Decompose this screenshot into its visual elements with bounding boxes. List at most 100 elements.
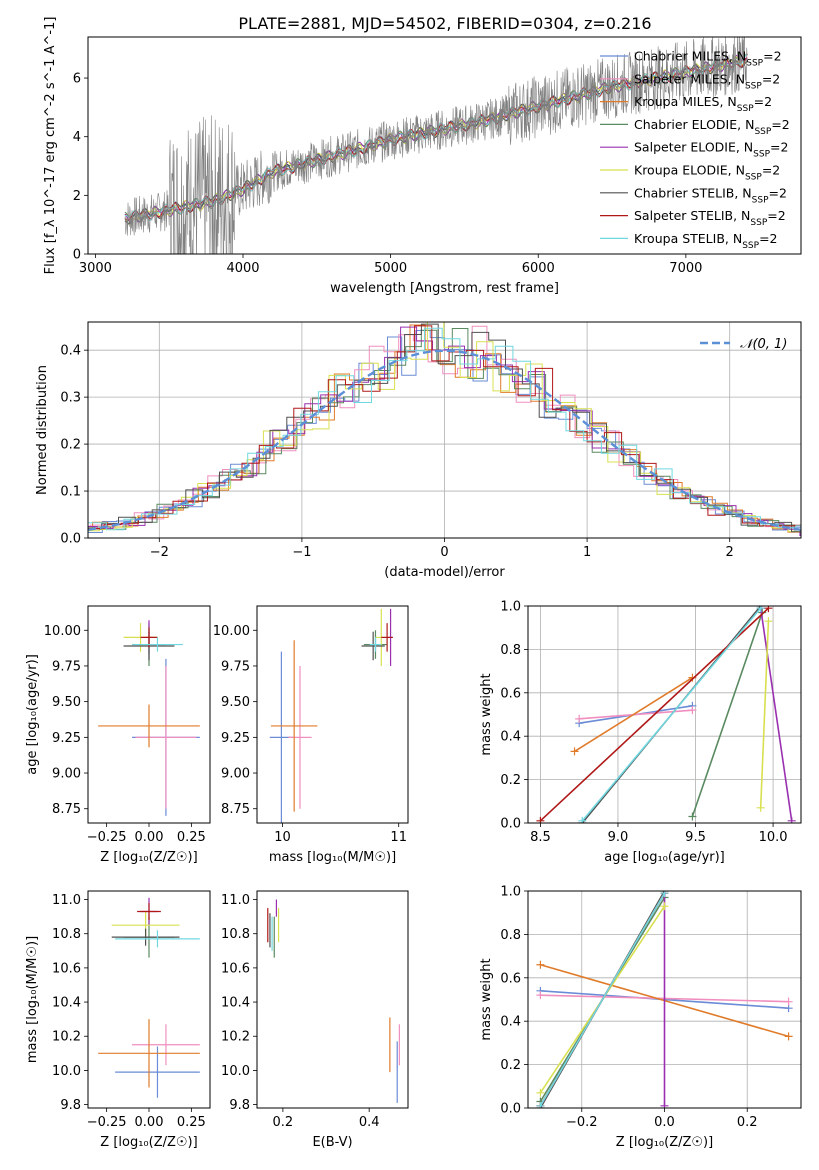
x-axis-label: Z [log₁₀(Z/Z☉)]: [100, 1135, 197, 1150]
y-tick-label: 10.0: [221, 1064, 250, 1079]
x-tick-label: 0.2: [273, 1115, 294, 1130]
y-tick-label: 0: [73, 248, 81, 263]
axes-frame: [87, 605, 211, 824]
x-tick-label: 1: [583, 545, 591, 560]
panel-z-mass-weight: −0.2 0.0 0.2 0.0 0.2 0.4 0.6 0.8 1.0 Z [log₁₀(Z/Z…: [479, 885, 802, 1150]
point-marker: [756, 606, 765, 613]
y-tick-label: 9.8: [60, 1098, 81, 1113]
point-marker: [764, 606, 773, 613]
x-tick-label: 3000: [79, 261, 112, 276]
mass-weight-line: [579, 709, 693, 720]
figure-title: PLATE=2881, MJD=54502, FIBERID=0304, z=0…: [238, 14, 651, 33]
x-tick-label: −2: [150, 545, 169, 560]
mass-weight-line: [581, 607, 762, 822]
axes-frame: [87, 321, 802, 539]
y-tick-label: 9.75: [221, 659, 250, 674]
panel-mass-vs-ebv: 0.2 0.4 9.8 10.0 10.2 10.4 10.6 10.8 11.0 E(B-V): [221, 890, 409, 1150]
y-tick-label: 10.00: [213, 624, 250, 639]
mass-weight-line: [574, 676, 693, 753]
y-tick-label: 10.6: [52, 961, 81, 976]
x-axis-label: age [log₁₀(age/yr)]: [604, 850, 725, 865]
y-tick-label: 0.3: [60, 391, 81, 406]
point-marker: [575, 714, 584, 723]
y-tick-label: 9.25: [52, 731, 81, 746]
y-axis-label: age [log₁₀(age/yr)]: [25, 654, 40, 775]
y-tick-label: 1.0: [500, 885, 521, 900]
plot-area-mass-vs-z: [98, 897, 200, 1098]
x-tick-label: 9.5: [685, 830, 706, 845]
y-axis-label: mass [log₁₀(M/M☉)]: [25, 936, 40, 1063]
y-tick-label: 10.8: [221, 927, 250, 942]
y-tick-label: 10.00: [44, 624, 81, 639]
x-tick-label: 0.2: [737, 1115, 758, 1130]
axes-frame: [256, 890, 409, 1109]
y-axis-label: Normed distribution: [35, 365, 50, 495]
panel-residuals: −2 −1 0 1 2 0.0 0.1 0.2 0.3 0.4 (data-model)/error…: [35, 321, 802, 580]
data-spectrum-line: [124, 37, 748, 254]
axes-frame: [87, 890, 211, 1109]
x-axis-label: wavelength [Angstrom, rest frame]: [330, 281, 559, 296]
y-tick-label: 9.8: [229, 1098, 250, 1113]
x-axis-label: (data-model)/error: [384, 565, 505, 580]
point-marker: [688, 812, 697, 821]
x-tick-label: −1: [292, 545, 311, 560]
x-tick-label: 0.25: [177, 830, 206, 845]
legend-entry: Salpeter STELIB, NSSP=2: [634, 208, 786, 228]
y-tick-label: 8.75: [52, 802, 81, 817]
x-tick-label: 4000: [226, 261, 259, 276]
histogram-step: [88, 323, 801, 533]
plot-area-residuals: [88, 322, 801, 538]
y-tick-label: 0.4: [500, 730, 521, 745]
mass-weight-line: [759, 608, 793, 821]
y-axis-label: Flux [f_λ 10^-17 erg cm^-2 s^-1 A^-1]: [43, 17, 58, 275]
y-tick-label: 0.8: [500, 928, 521, 943]
y-tick-label: 11.0: [52, 893, 81, 908]
y-tick-label: 9.75: [52, 659, 81, 674]
normal-curve: [88, 349, 801, 531]
point-marker: [536, 960, 545, 969]
y-tick-label: 0.0: [500, 817, 521, 832]
point-marker: [787, 816, 796, 823]
legend-entry: Salpeter MILES, NSSP=2: [634, 71, 780, 91]
y-tick-label: 11.0: [221, 893, 250, 908]
y-tick-label: 0.4: [60, 344, 81, 359]
y-tick-label: 0.6: [500, 686, 521, 701]
y-tick-label: 10.4: [52, 996, 81, 1011]
y-axis-label: mass weight: [479, 673, 494, 755]
y-tick-label: 2: [73, 189, 81, 204]
x-tick-label: 0.0: [654, 1115, 675, 1130]
plot-area-spectrum: [124, 37, 748, 254]
x-tick-label: 0.25: [177, 1115, 206, 1130]
x-tick-label: 0.00: [135, 830, 164, 845]
panel-age-vs-mass: 10 11 8.75 9.00 9.25 9.50 9.75 10.00 mass [log₁₀…: [213, 605, 409, 865]
x-tick-label: 8.5: [530, 830, 551, 845]
y-axis-label: mass weight: [479, 958, 494, 1040]
point-marker: [578, 816, 587, 823]
x-axis-label: Z [log₁₀(Z/Z☉)]: [100, 850, 197, 865]
axes-frame: [256, 605, 409, 824]
x-tick-label: 10.0: [759, 830, 788, 845]
x-tick-label: −0.25: [87, 1115, 127, 1130]
x-tick-label: 9.0: [608, 830, 629, 845]
x-tick-label: 0: [440, 545, 448, 560]
point-marker: [660, 902, 669, 911]
y-tick-label: 1.0: [500, 600, 521, 615]
point-marker: [784, 997, 793, 1006]
axes-frame: [87, 36, 802, 255]
panel-spectrum: 3000 4000 5000 6000 7000 0 2 4 6 wavelength [Angs…: [43, 17, 802, 296]
point-marker: [688, 706, 697, 715]
legend-entry: Kroupa STELIB, NSSP=2: [634, 231, 778, 251]
y-tick-label: 10.0: [52, 1064, 81, 1079]
panel-age-mass-weight: 8.5 9.0 9.5 10.0 0.0 0.2 0.4 0.6 0.8 1.0 age [log₁…: [479, 600, 802, 865]
y-tick-label: 10.2: [52, 1030, 81, 1045]
panel-age-vs-z: −0.25 0.00 0.25 8.75 9.00 9.25 9.50 9.75 10.00 Z …: [25, 605, 211, 865]
x-tick-label: 0.4: [359, 1115, 380, 1130]
y-tick-label: 9.50: [221, 695, 250, 710]
y-tick-label: 9.25: [221, 731, 250, 746]
y-tick-label: 0.1: [60, 485, 81, 500]
y-tick-label: 10.2: [221, 1030, 250, 1045]
x-tick-label: −0.2: [566, 1115, 598, 1130]
plot-area-age-vs-z: [98, 620, 200, 816]
x-tick-label: 7000: [669, 261, 702, 276]
